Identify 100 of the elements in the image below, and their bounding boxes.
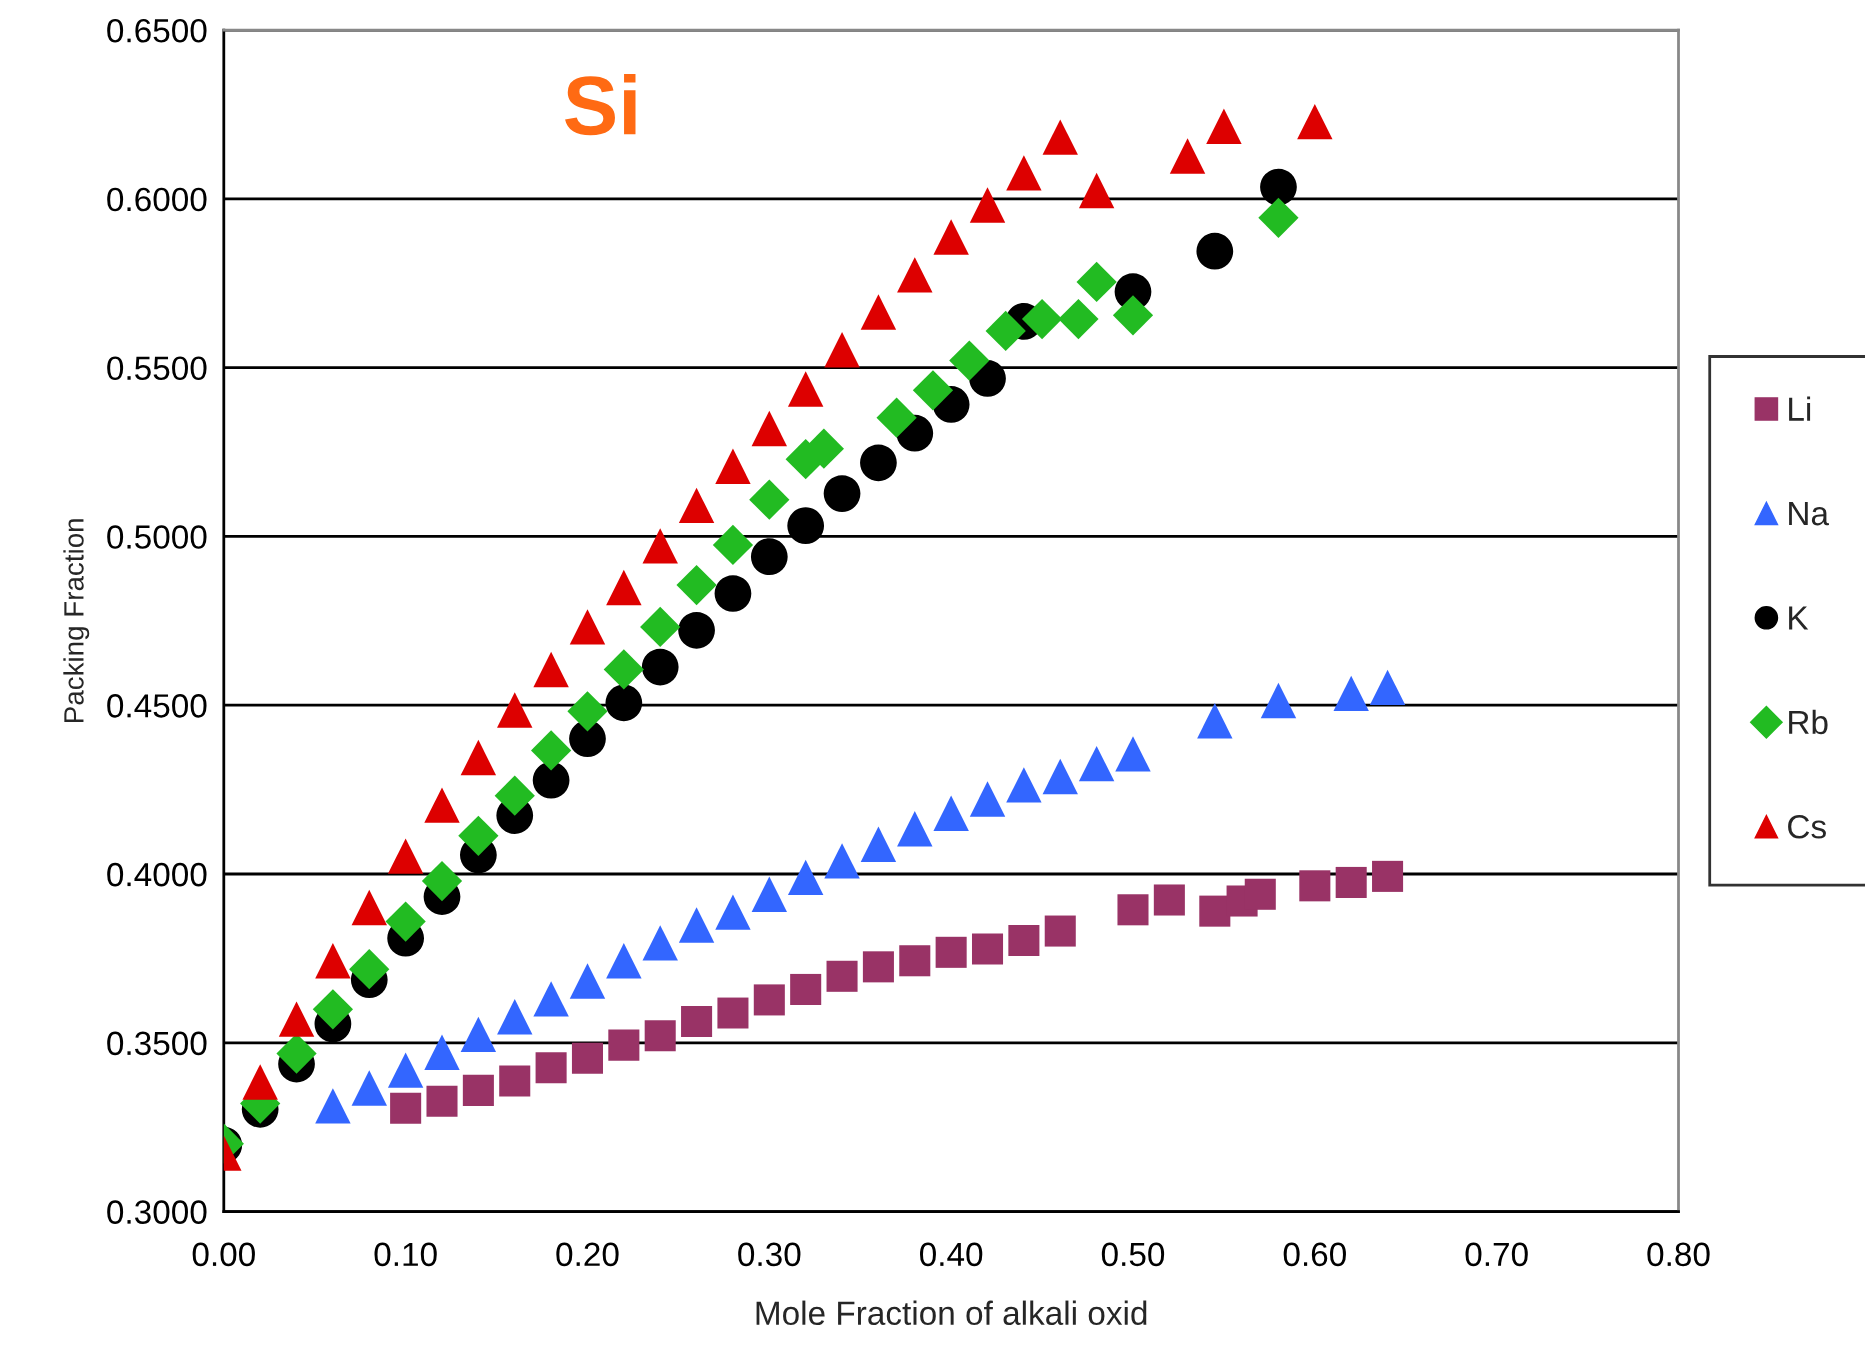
point [824, 332, 860, 368]
y-tick-label: 0.5000 [107, 525, 207, 549]
point [1076, 261, 1117, 303]
point [567, 691, 608, 732]
point [533, 651, 569, 688]
point [603, 649, 644, 690]
point [749, 479, 790, 520]
point [644, 1020, 676, 1052]
point [1042, 758, 1078, 795]
point [1199, 895, 1231, 927]
point [641, 648, 679, 686]
point [458, 815, 499, 856]
x-tick-label: 0.50 [1101, 1242, 1165, 1267]
point [897, 811, 933, 847]
x-tick-label: 0.10 [374, 1242, 437, 1267]
point [676, 564, 717, 606]
point [1044, 915, 1076, 947]
point [535, 1052, 567, 1084]
point [753, 984, 785, 1016]
point [860, 826, 897, 863]
point [426, 1085, 458, 1117]
point [1197, 703, 1233, 739]
x-tick-label: 0.60 [1283, 1242, 1346, 1267]
point [787, 507, 825, 545]
point [315, 943, 351, 979]
x-tick-label: 0.30 [738, 1242, 801, 1267]
point [969, 187, 1006, 223]
point [387, 838, 424, 874]
annotation: Si [565, 73, 636, 136]
point [312, 989, 354, 1030]
point [1058, 298, 1099, 340]
point [351, 889, 387, 926]
point [1153, 884, 1185, 916]
point [1244, 878, 1276, 910]
point [385, 901, 426, 942]
point [714, 575, 752, 612]
point [751, 410, 788, 447]
point [315, 1088, 351, 1124]
point [424, 787, 460, 823]
point [569, 720, 606, 758]
point [499, 1065, 531, 1097]
point [1335, 866, 1367, 898]
point [1078, 172, 1115, 209]
point [1117, 894, 1149, 926]
point [424, 1034, 460, 1070]
point [532, 761, 570, 799]
point [1369, 669, 1406, 706]
legend-label: K [1789, 606, 1809, 630]
point [387, 1052, 424, 1088]
point [717, 997, 749, 1029]
point [985, 310, 1026, 352]
point [605, 684, 643, 722]
point [897, 257, 933, 293]
point [278, 1001, 315, 1037]
legend-label: Rb [1789, 709, 1828, 735]
point [971, 933, 1004, 965]
point [823, 475, 861, 512]
point [1297, 103, 1333, 140]
point [530, 730, 572, 771]
point [860, 294, 897, 330]
point [533, 981, 569, 1017]
point [790, 973, 822, 1005]
point [1260, 682, 1297, 719]
point [1006, 155, 1042, 191]
point [787, 859, 824, 896]
point [642, 528, 678, 564]
x-tick-label: 0.40 [920, 1242, 983, 1267]
point [1372, 860, 1404, 892]
point [678, 907, 715, 943]
point [1078, 745, 1115, 782]
point [1260, 168, 1297, 206]
point [1006, 767, 1042, 803]
point [351, 1070, 387, 1106]
legend-label: Na [1789, 502, 1829, 526]
x-tick-label: 0.20 [556, 1242, 619, 1267]
y-tick-label: 0.5500 [107, 356, 207, 381]
legend-label: Cs [1788, 815, 1826, 839]
x-tick-label: 0.80 [1647, 1242, 1710, 1267]
point [715, 894, 751, 930]
point [935, 936, 967, 968]
x-tick-label: 0.00 [192, 1242, 255, 1267]
x-tick-label: 0.70 [1465, 1242, 1528, 1267]
point [712, 524, 754, 566]
point [1112, 295, 1154, 336]
point [787, 371, 824, 407]
point [460, 1016, 497, 1053]
point [1115, 736, 1151, 772]
point [421, 860, 463, 902]
point [569, 609, 606, 645]
point [390, 1092, 422, 1124]
point [608, 1029, 640, 1061]
y-tick-label: 0.4000 [107, 862, 207, 887]
point [1196, 232, 1234, 270]
point [715, 448, 751, 484]
legend-label: Li [1789, 396, 1811, 421]
y-tick-label: 0.3500 [107, 1031, 207, 1056]
point [494, 775, 535, 816]
point [933, 795, 969, 831]
point [497, 999, 533, 1035]
point [640, 606, 681, 648]
